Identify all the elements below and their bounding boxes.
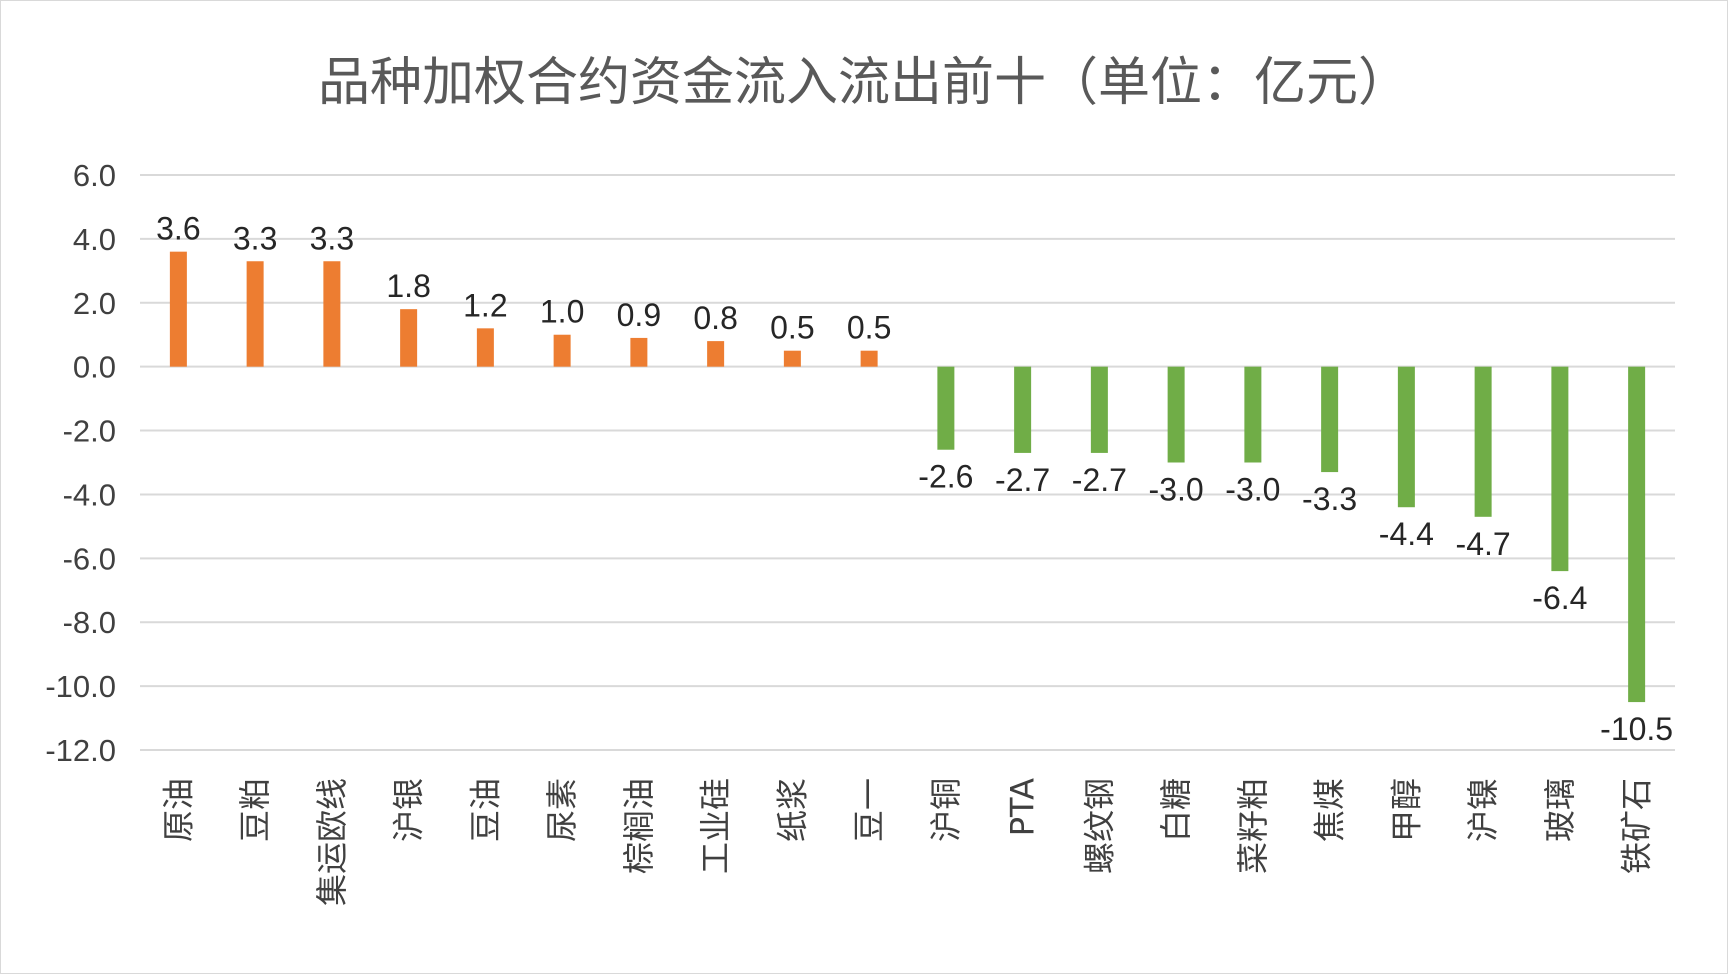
x-axis-label: 菜籽粕 bbox=[1234, 778, 1272, 874]
bar-纸浆 bbox=[783, 350, 801, 367]
data-label: 3.3 bbox=[233, 220, 277, 256]
bar-玻璃 bbox=[1551, 366, 1569, 572]
y-tick-label: 4.0 bbox=[73, 222, 116, 257]
data-label: -4.7 bbox=[1456, 526, 1511, 562]
x-axis-label: 白糖 bbox=[1157, 778, 1195, 842]
data-label: -4.4 bbox=[1379, 516, 1434, 552]
y-tick-label: 0.0 bbox=[73, 350, 116, 385]
data-label: 3.6 bbox=[156, 211, 200, 247]
x-axis-label: 豆粕 bbox=[236, 778, 274, 842]
data-label: 1.0 bbox=[540, 294, 584, 330]
data-label: -3.0 bbox=[1225, 472, 1280, 508]
data-label: -6.4 bbox=[1532, 580, 1587, 616]
chart-title: 品种加权合约资金流入流出前十（单位：亿元） bbox=[318, 53, 1410, 113]
data-label: -2.6 bbox=[918, 459, 973, 495]
x-axis-label: 焦煤 bbox=[1311, 778, 1349, 842]
data-label: -10.5 bbox=[1600, 711, 1673, 747]
bar-集运欧线 bbox=[323, 261, 341, 367]
x-axis-label: 豆一 bbox=[850, 778, 888, 842]
data-label: 0.5 bbox=[770, 310, 814, 346]
bar-豆一 bbox=[860, 350, 878, 367]
data-labels: 3.6 3.3 3.3 1.8 1.2 1.0 0.9 0.8 0.5 0.5 -2.6 -2.7 -2… bbox=[156, 211, 1673, 747]
y-tick-label: -6.0 bbox=[63, 541, 116, 576]
x-axis-labels: 原油 豆粕 集运欧线 沪银 豆油 尿素 棕榈油 工业硅 纸浆 豆一 沪铜 PTA 螺纹钢 白糖 菜籽粕 焦煤甲… bbox=[159, 778, 1655, 906]
x-axis-label: 原油 bbox=[159, 778, 197, 842]
bar-棕榈油 bbox=[630, 337, 648, 367]
bar-尿素 bbox=[553, 334, 571, 367]
bar-沪镍 bbox=[1474, 366, 1492, 517]
y-tick-label: -12.0 bbox=[45, 733, 116, 768]
x-axis-label: 玻璃 bbox=[1541, 778, 1579, 842]
bar-甲醇 bbox=[1397, 366, 1415, 508]
bar-沪银 bbox=[400, 309, 418, 367]
x-axis-label: 沪银 bbox=[390, 778, 428, 842]
data-label: -2.7 bbox=[995, 462, 1050, 498]
bar-白糖 bbox=[1167, 366, 1185, 463]
bar-焦煤 bbox=[1321, 366, 1339, 473]
bar-原油 bbox=[169, 251, 187, 367]
x-axis-label: 集运欧线 bbox=[313, 778, 351, 906]
y-tick-label: 2.0 bbox=[73, 286, 116, 321]
y-tick-label: -10.0 bbox=[45, 669, 116, 704]
x-axis-label: 棕榈油 bbox=[620, 778, 658, 874]
x-axis-label: 甲醇 bbox=[1387, 778, 1425, 842]
data-label: 0.8 bbox=[693, 300, 737, 336]
gridlines bbox=[140, 174, 1675, 751]
data-label: -2.7 bbox=[1072, 462, 1127, 498]
data-label: 0.9 bbox=[617, 297, 661, 333]
bar-豆油 bbox=[476, 328, 494, 367]
bar-工业硅 bbox=[707, 341, 725, 367]
bar-铁矿石 bbox=[1628, 366, 1646, 703]
bar-PTA bbox=[1014, 366, 1032, 453]
data-label: 0.5 bbox=[847, 310, 891, 346]
y-tick-label: 6.0 bbox=[73, 158, 116, 193]
x-axis-label: 纸浆 bbox=[773, 778, 811, 842]
x-axis-label: 沪铜 bbox=[927, 778, 965, 842]
x-axis-label: 豆油 bbox=[466, 778, 504, 842]
data-label: 1.8 bbox=[386, 268, 430, 304]
y-axis-ticks: 6.0 4.0 2.0 0.0 -2.0 -4.0 -6.0 -8.0 -10.0 -12.0 bbox=[45, 158, 116, 768]
x-axis-label: PTA bbox=[1004, 778, 1042, 836]
x-axis-label: 螺纹钢 bbox=[1080, 778, 1118, 874]
data-label: 3.3 bbox=[310, 220, 354, 256]
y-tick-label: -4.0 bbox=[63, 477, 116, 512]
x-axis-label: 工业硅 bbox=[697, 778, 735, 874]
x-axis-label: 尿素 bbox=[543, 778, 581, 842]
bars bbox=[169, 251, 1646, 703]
data-label: -3.0 bbox=[1149, 472, 1204, 508]
bar-菜籽粕 bbox=[1244, 366, 1262, 463]
x-axis-label: 沪镍 bbox=[1464, 778, 1502, 842]
data-label: 1.2 bbox=[463, 287, 507, 323]
y-tick-label: -2.0 bbox=[63, 414, 116, 449]
bar-螺纹钢 bbox=[1090, 366, 1108, 453]
y-tick-label: -8.0 bbox=[63, 605, 116, 640]
bar-豆粕 bbox=[246, 261, 264, 367]
data-label: -3.3 bbox=[1302, 481, 1357, 517]
bar-沪铜 bbox=[937, 366, 955, 450]
x-axis-label: 铁矿石 bbox=[1618, 778, 1656, 874]
